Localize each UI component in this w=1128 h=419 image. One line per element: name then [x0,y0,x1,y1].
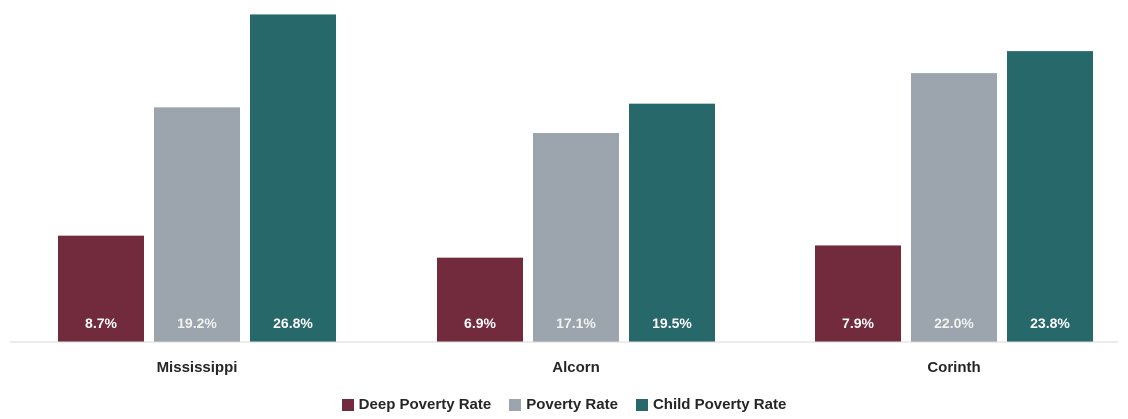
legend-swatch [635,398,648,411]
bar-alcorn-poverty-rate [533,133,619,342]
legend-label: Child Poverty Rate [652,396,787,413]
data-label: 26.8% [273,315,313,331]
bar-mississippi-child-poverty-rate [250,14,336,342]
bar-corinth-child-poverty-rate [1007,51,1093,342]
legend: Deep Poverty Rate Poverty Rate Child Pov… [0,396,1128,413]
legend-item-child-poverty: Child Poverty Rate [635,396,787,413]
legend-label: Poverty Rate [526,396,618,413]
legend-swatch [341,398,354,411]
data-label: 19.5% [652,315,692,331]
bar-mississippi-deep-poverty-rate [58,235,144,342]
data-label: 7.9% [842,315,874,331]
data-labels-group: 8.7% 19.2% 26.8% 6.9% 17.1% 19.5% 7.9% 22.0% 23.… [85,315,1070,331]
bar-alcorn-child-poverty-rate [629,103,715,343]
legend-item-deep-poverty: Deep Poverty Rate [341,396,492,413]
legend-label: Deep Poverty Rate [358,396,492,413]
category-label: Corinth [927,359,980,376]
data-label: 6.9% [464,315,496,331]
category-label: Alcorn [552,359,600,376]
legend-item-poverty: Poverty Rate [509,396,618,413]
bar-alcorn-deep-poverty-rate [437,257,523,342]
data-label: 22.0% [934,315,974,331]
bar-mississippi-poverty-rate [154,107,240,342]
data-label: 23.8% [1030,315,1070,331]
bar-corinth-deep-poverty-rate [815,245,901,342]
bars-group [58,14,1093,343]
data-label: 8.7% [85,315,117,331]
data-label: 17.1% [556,315,596,331]
bar-chart: 8.7% 19.2% 26.8% 6.9% 17.1% 19.5% 7.9% 22.0% 23.… [10,14,1118,376]
category-label: Mississippi [157,359,238,376]
legend-swatch [509,398,522,411]
data-label: 19.2% [177,315,217,331]
category-labels-group: Mississippi Alcorn Corinth [157,359,981,376]
bar-corinth-poverty-rate [911,73,997,342]
